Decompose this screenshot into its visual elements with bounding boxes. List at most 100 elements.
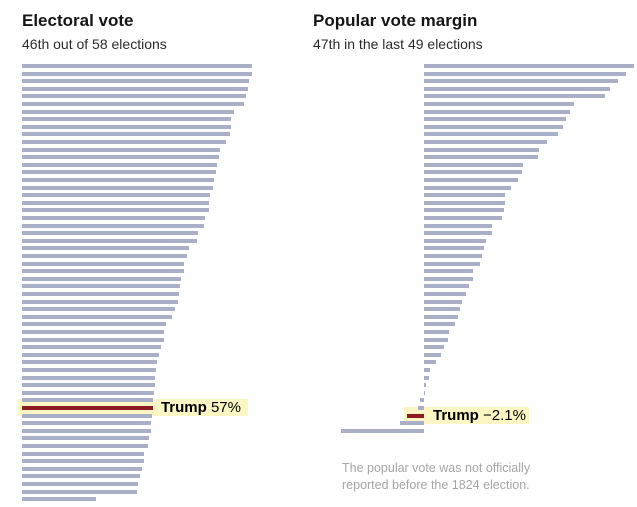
bar — [424, 117, 567, 122]
bar — [424, 185, 512, 190]
bar — [22, 436, 149, 441]
trump-bar — [407, 413, 424, 418]
bar — [22, 444, 148, 448]
bar — [22, 360, 158, 365]
bar — [424, 200, 505, 205]
bar — [424, 352, 441, 357]
bar — [424, 102, 575, 106]
bar — [22, 413, 152, 418]
bar — [424, 292, 467, 296]
bar — [22, 94, 247, 99]
bar — [22, 170, 216, 175]
bar — [424, 124, 564, 129]
bar — [424, 276, 473, 281]
bar — [424, 193, 505, 198]
bar — [424, 360, 436, 365]
trump-bar — [22, 406, 153, 410]
bar — [22, 314, 173, 319]
bar — [424, 284, 469, 289]
bar — [22, 299, 178, 304]
bar — [420, 398, 424, 403]
bar — [424, 307, 460, 312]
bar — [22, 200, 210, 205]
bar — [424, 64, 634, 68]
popular-vote-title: Popular vote margin — [313, 11, 478, 30]
bar — [22, 276, 182, 281]
bar — [22, 489, 138, 494]
bar — [22, 421, 152, 426]
bar — [22, 269, 185, 274]
bar — [400, 421, 424, 426]
popular-vote-bars: Trump −2.1% — [313, 64, 637, 507]
electoral-vote-subtitle: 46th out of 58 elections — [22, 36, 167, 52]
bar — [424, 368, 430, 372]
bar — [22, 322, 166, 327]
bar — [22, 178, 215, 182]
bar — [424, 322, 456, 327]
trump-label-popular: Trump — [433, 407, 479, 424]
bar — [424, 178, 519, 182]
bar — [424, 345, 444, 350]
bar — [22, 482, 138, 486]
bar — [424, 170, 522, 175]
popular-vote-subtitle: 47th in the last 49 elections — [313, 36, 483, 52]
bar — [424, 71, 626, 76]
bar — [340, 428, 424, 433]
bar — [22, 155, 220, 160]
footnote-line-2: reported before the 1824 election. — [342, 477, 530, 492]
bar — [22, 261, 185, 266]
bar — [22, 162, 217, 167]
bar — [424, 261, 480, 266]
bar — [424, 147, 540, 152]
bar — [424, 269, 473, 274]
bar — [22, 140, 227, 144]
bar — [22, 368, 156, 372]
trump-highlight-band-popular: Trump −2.1% — [404, 407, 529, 424]
bar — [22, 428, 151, 433]
bar — [22, 238, 198, 243]
bar — [424, 140, 548, 144]
bar — [22, 474, 141, 479]
footnote-line-1: The popular vote was not officially — [342, 460, 531, 475]
bar — [22, 330, 165, 334]
bar — [424, 223, 492, 228]
bar — [424, 375, 429, 380]
bar — [22, 109, 234, 114]
bar — [22, 147, 221, 152]
bar — [22, 292, 179, 296]
bar — [22, 117, 232, 122]
bar — [22, 345, 162, 350]
bar — [424, 79, 619, 84]
bar — [22, 254, 188, 258]
bar — [424, 299, 463, 304]
bar — [22, 246, 190, 251]
bar — [22, 466, 143, 471]
bar — [424, 254, 483, 258]
bar — [22, 398, 154, 403]
bar — [22, 337, 164, 342]
trump-label-electoral: Trump — [160, 399, 207, 416]
bar — [22, 79, 249, 84]
trump-value-electoral: 57% — [210, 399, 241, 416]
bar — [22, 375, 156, 380]
bar — [424, 330, 449, 334]
bar — [22, 64, 252, 68]
bar — [22, 223, 205, 228]
bar — [424, 231, 492, 236]
bar — [22, 451, 145, 456]
bar — [22, 71, 252, 76]
bar — [22, 124, 232, 129]
bar — [22, 185, 214, 190]
bar — [424, 162, 524, 167]
electoral-vote-title: Electoral vote — [22, 11, 134, 30]
bar — [22, 459, 144, 464]
bar — [424, 246, 484, 251]
bar — [424, 86, 610, 91]
bar — [22, 284, 181, 289]
bar — [22, 86, 249, 91]
bar — [424, 155, 538, 160]
bar — [22, 208, 209, 213]
electoral-vote-bars: Trump 57% — [18, 64, 284, 507]
bar — [22, 231, 199, 236]
